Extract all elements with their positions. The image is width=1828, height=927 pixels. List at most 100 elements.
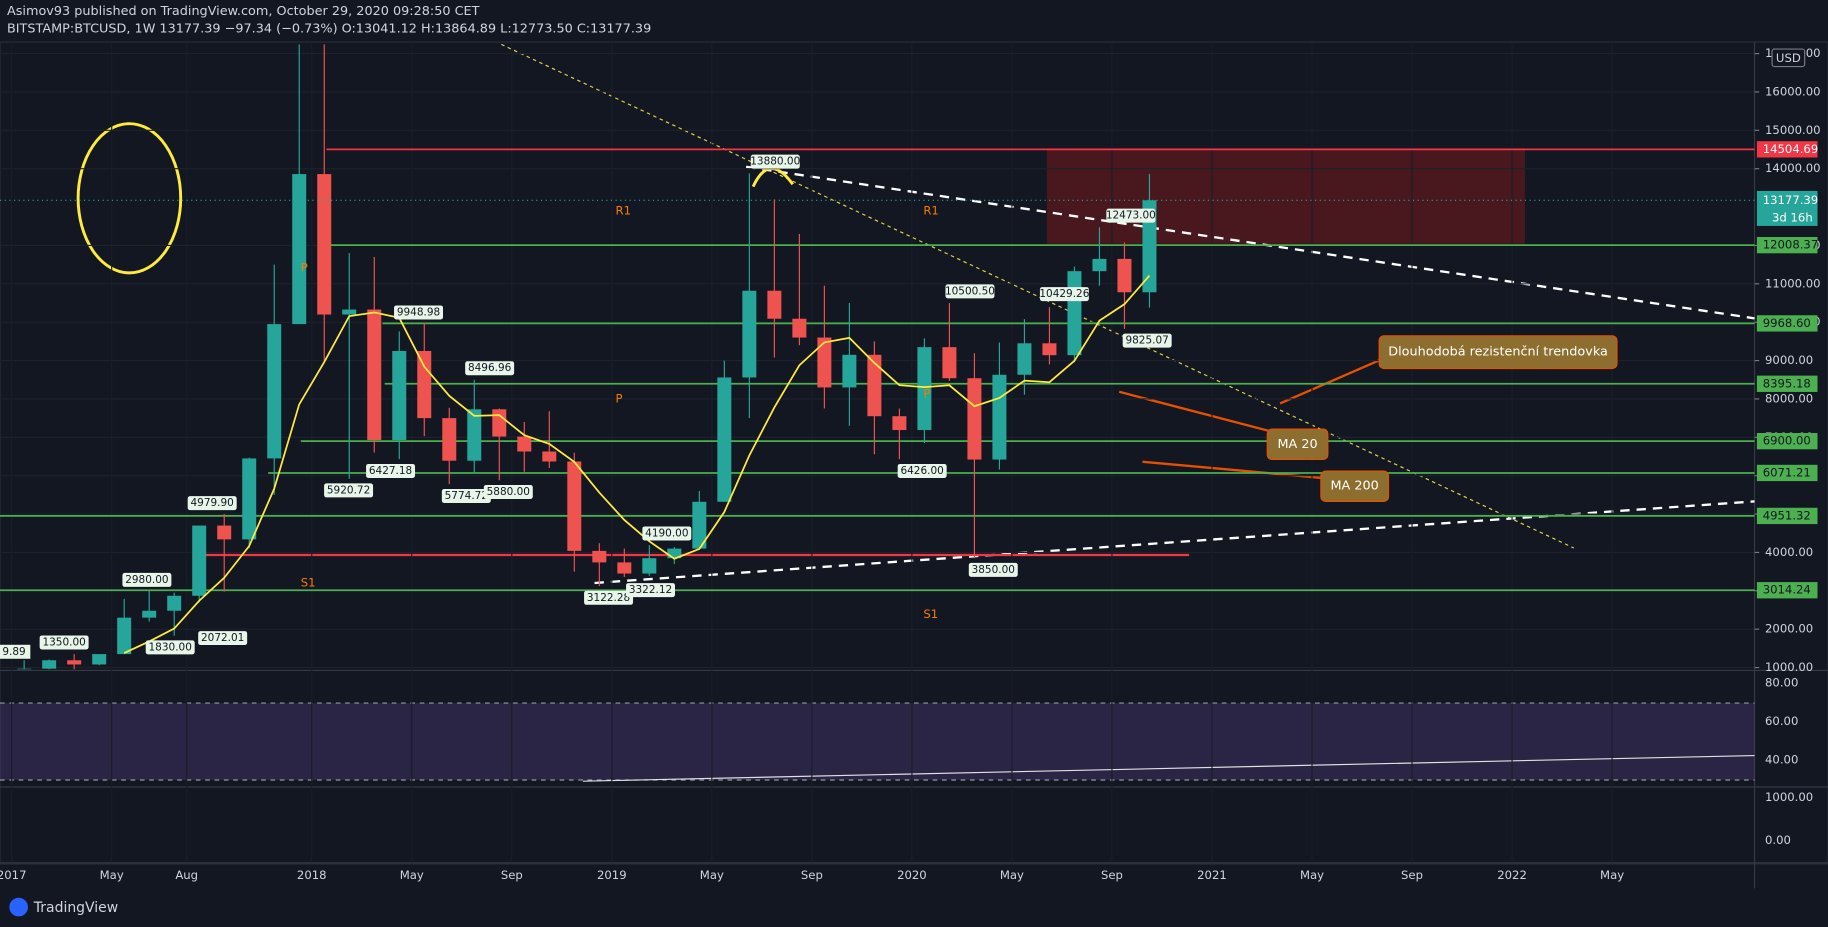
level-label: 14504.69 bbox=[1763, 142, 1819, 156]
footer-bar bbox=[0, 888, 1828, 927]
price-mark-label: 5774.72 bbox=[445, 490, 488, 502]
trendline bbox=[594, 500, 1755, 585]
price-mark-box bbox=[626, 583, 676, 598]
candle-body bbox=[42, 660, 57, 669]
price-mark-box bbox=[39, 635, 89, 650]
candles bbox=[17, 44, 1157, 670]
candle-body bbox=[667, 548, 682, 559]
candle-body bbox=[142, 610, 157, 618]
candle-body bbox=[267, 324, 282, 459]
candle-body bbox=[867, 354, 882, 417]
price-mark-box bbox=[198, 631, 248, 646]
candle-body bbox=[467, 409, 482, 461]
x-tick-label: May bbox=[100, 868, 124, 882]
y-tick-label: 14000.00 bbox=[1765, 161, 1821, 175]
x-tick-label: May bbox=[1600, 868, 1624, 882]
price-mark-box bbox=[945, 284, 995, 299]
candle-body bbox=[342, 309, 357, 315]
callout-label: MA 20 bbox=[1277, 437, 1317, 452]
price-mark-label: 5920.72 bbox=[327, 484, 370, 496]
pivot-label: S1 bbox=[301, 575, 316, 589]
price-mark-label: 12473.00 bbox=[1106, 210, 1156, 222]
pivot-label: R1 bbox=[616, 204, 632, 218]
x-tick-label: Sep bbox=[1101, 868, 1123, 882]
candle-body bbox=[792, 318, 807, 338]
pivot-label: P bbox=[301, 261, 308, 275]
x-tick-label: 2021 bbox=[1197, 868, 1227, 882]
trendline bbox=[501, 43, 1575, 549]
candle-body bbox=[617, 562, 632, 574]
candle-body bbox=[592, 550, 607, 563]
x-tick-label: Sep bbox=[1401, 868, 1423, 882]
price-mark-label: 2980.00 bbox=[125, 574, 168, 586]
y-tick-label: 11000.00 bbox=[1765, 276, 1821, 290]
candle-body bbox=[967, 378, 982, 460]
price-mark-label: 9825.07 bbox=[1125, 335, 1168, 347]
y-tick-label: 15000.00 bbox=[1765, 123, 1821, 137]
price-mark-box bbox=[483, 484, 533, 499]
price-mark-box bbox=[0, 644, 31, 659]
price-mark-box bbox=[145, 640, 195, 655]
price-mark-label: 9.89 bbox=[2, 646, 25, 658]
candle-body bbox=[17, 668, 32, 670]
callout-label: Dlouhodobá rezistenční trendovka bbox=[1388, 345, 1608, 360]
candle-body bbox=[492, 409, 507, 437]
price-mark-label: 1350.00 bbox=[42, 636, 85, 648]
level-label: 6071.21 bbox=[1763, 465, 1811, 479]
price-mark-box bbox=[324, 483, 374, 498]
candle-body bbox=[317, 174, 332, 315]
candle-body bbox=[417, 350, 432, 419]
candle-body bbox=[217, 525, 232, 540]
candle-body bbox=[892, 416, 907, 431]
candle-body bbox=[367, 309, 382, 440]
candle-body bbox=[992, 374, 1007, 460]
level-label: 9968.60 bbox=[1763, 316, 1811, 330]
price-mark-box bbox=[441, 488, 491, 503]
candle-body bbox=[1117, 258, 1132, 293]
candle-body bbox=[842, 354, 857, 388]
candle-body bbox=[942, 347, 957, 379]
y-tick-label: 2000.00 bbox=[1765, 622, 1813, 636]
price-mark-label: 6427.18 bbox=[369, 465, 412, 477]
price-mark-label: 13880.00 bbox=[750, 156, 800, 168]
candle-body bbox=[192, 525, 207, 596]
price-mark-label: 4190.00 bbox=[645, 527, 688, 539]
x-tick-label: May bbox=[1000, 868, 1024, 882]
highlight-ellipse bbox=[76, 122, 183, 275]
level-box bbox=[1756, 507, 1818, 525]
level-box bbox=[1756, 141, 1818, 158]
candle-body bbox=[167, 595, 182, 611]
price-mark-label: 3850.00 bbox=[972, 564, 1015, 576]
callout-label: MA 200 bbox=[1330, 479, 1378, 494]
price-mark-label: 8496.96 bbox=[468, 362, 512, 374]
price-mark-label: 3122.28 bbox=[587, 592, 630, 604]
price-mark-box bbox=[897, 464, 947, 478]
level-label: 4951.32 bbox=[1763, 508, 1811, 522]
candle-body bbox=[517, 436, 532, 452]
pivot-label: R1 bbox=[923, 204, 939, 218]
price-mark-label: 10429.26 bbox=[1039, 288, 1089, 300]
level-box bbox=[1756, 464, 1818, 482]
rsi-trendline bbox=[582, 754, 1755, 782]
candle-body bbox=[292, 174, 307, 325]
trendline bbox=[745, 165, 1755, 320]
y-tick-label: 4000.00 bbox=[1765, 545, 1813, 559]
header-line: BITSTAMP:BTCUSD, 1W 13177.39 −97.34 (−0.… bbox=[7, 22, 651, 37]
price-mark-box bbox=[968, 562, 1018, 577]
level-box bbox=[1756, 315, 1818, 332]
currency-box bbox=[1771, 48, 1806, 68]
candle-body bbox=[1142, 200, 1157, 293]
x-tick-label: May bbox=[400, 868, 424, 882]
footer-brand: TradingView bbox=[33, 900, 118, 916]
candle-body bbox=[67, 660, 82, 665]
x-tick-label: Sep bbox=[801, 868, 823, 882]
price-mark-box bbox=[1106, 208, 1156, 223]
price-mark-box bbox=[1122, 333, 1172, 348]
candle-body bbox=[542, 451, 557, 462]
level-box bbox=[1756, 375, 1818, 392]
candle-body bbox=[1042, 343, 1057, 356]
callout-box bbox=[1266, 428, 1329, 461]
price-mark-box bbox=[642, 526, 692, 541]
candle-body bbox=[117, 617, 132, 655]
